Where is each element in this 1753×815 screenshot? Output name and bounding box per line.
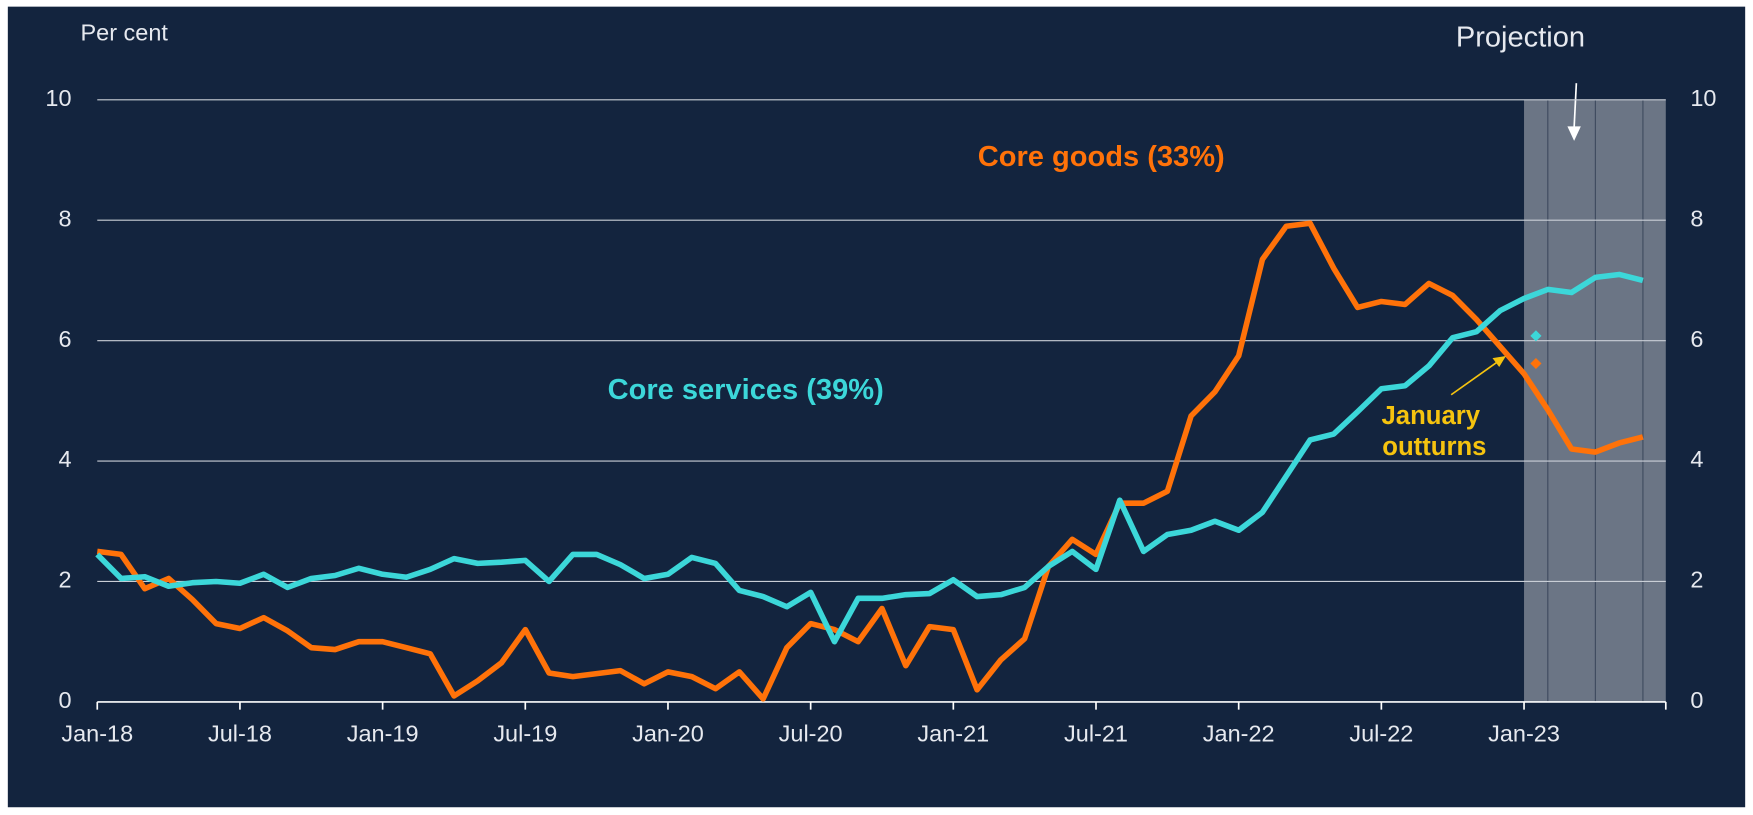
x-tick-label: Jan-22	[1203, 720, 1275, 746]
x-tick-label: Jan-18	[61, 720, 133, 746]
annotation: January outturns	[1382, 402, 1488, 461]
x-tick-label: Jul-18	[208, 720, 272, 746]
y-tick-label: 8	[58, 205, 71, 231]
x-tick-label: Jan-20	[632, 720, 704, 746]
series-label: Core goods (33%)	[978, 141, 1225, 173]
y-tick-label: 10	[45, 85, 71, 111]
y-axis-label: Per cent	[80, 20, 168, 46]
y2-tick-label: 4	[1690, 446, 1703, 472]
annotation-line: outturns	[1382, 433, 1486, 461]
y2-tick-label: 8	[1690, 205, 1703, 231]
x-tick-label: Jul-22	[1349, 720, 1413, 746]
annotation-line: January	[1382, 402, 1488, 430]
projection-arrowhead	[1567, 126, 1581, 141]
projection-arrow	[1573, 83, 1578, 128]
x-tick-label: Jan-19	[347, 720, 419, 746]
y2-tick-label: 6	[1690, 326, 1703, 352]
y2-tick-label: 0	[1690, 687, 1703, 713]
projection-label: Projection	[1456, 22, 1585, 54]
y-tick-label: 6	[58, 326, 71, 352]
background	[7, 6, 1746, 808]
y-tick-label: 2	[58, 567, 71, 593]
series-label: Core services (39%)	[608, 374, 884, 406]
x-tick-label: Jul-21	[1064, 720, 1128, 746]
y-tick-label: 4	[58, 446, 71, 472]
annotation-arrow	[1450, 360, 1499, 396]
x-tick-label: Jul-19	[493, 720, 557, 746]
x-tick-label: Jan-23	[1488, 720, 1560, 746]
x-tick-label: Jan-21	[917, 720, 989, 746]
series-line	[96, 220, 1644, 702]
y2-tick-label: 2	[1690, 567, 1703, 593]
y2-tick-label: 10	[1690, 85, 1716, 111]
series-line	[95, 271, 1644, 645]
x-tick-label: Jul-20	[779, 720, 843, 746]
y-tick-label: 0	[58, 687, 71, 713]
annotation-arrowhead	[1492, 355, 1506, 368]
